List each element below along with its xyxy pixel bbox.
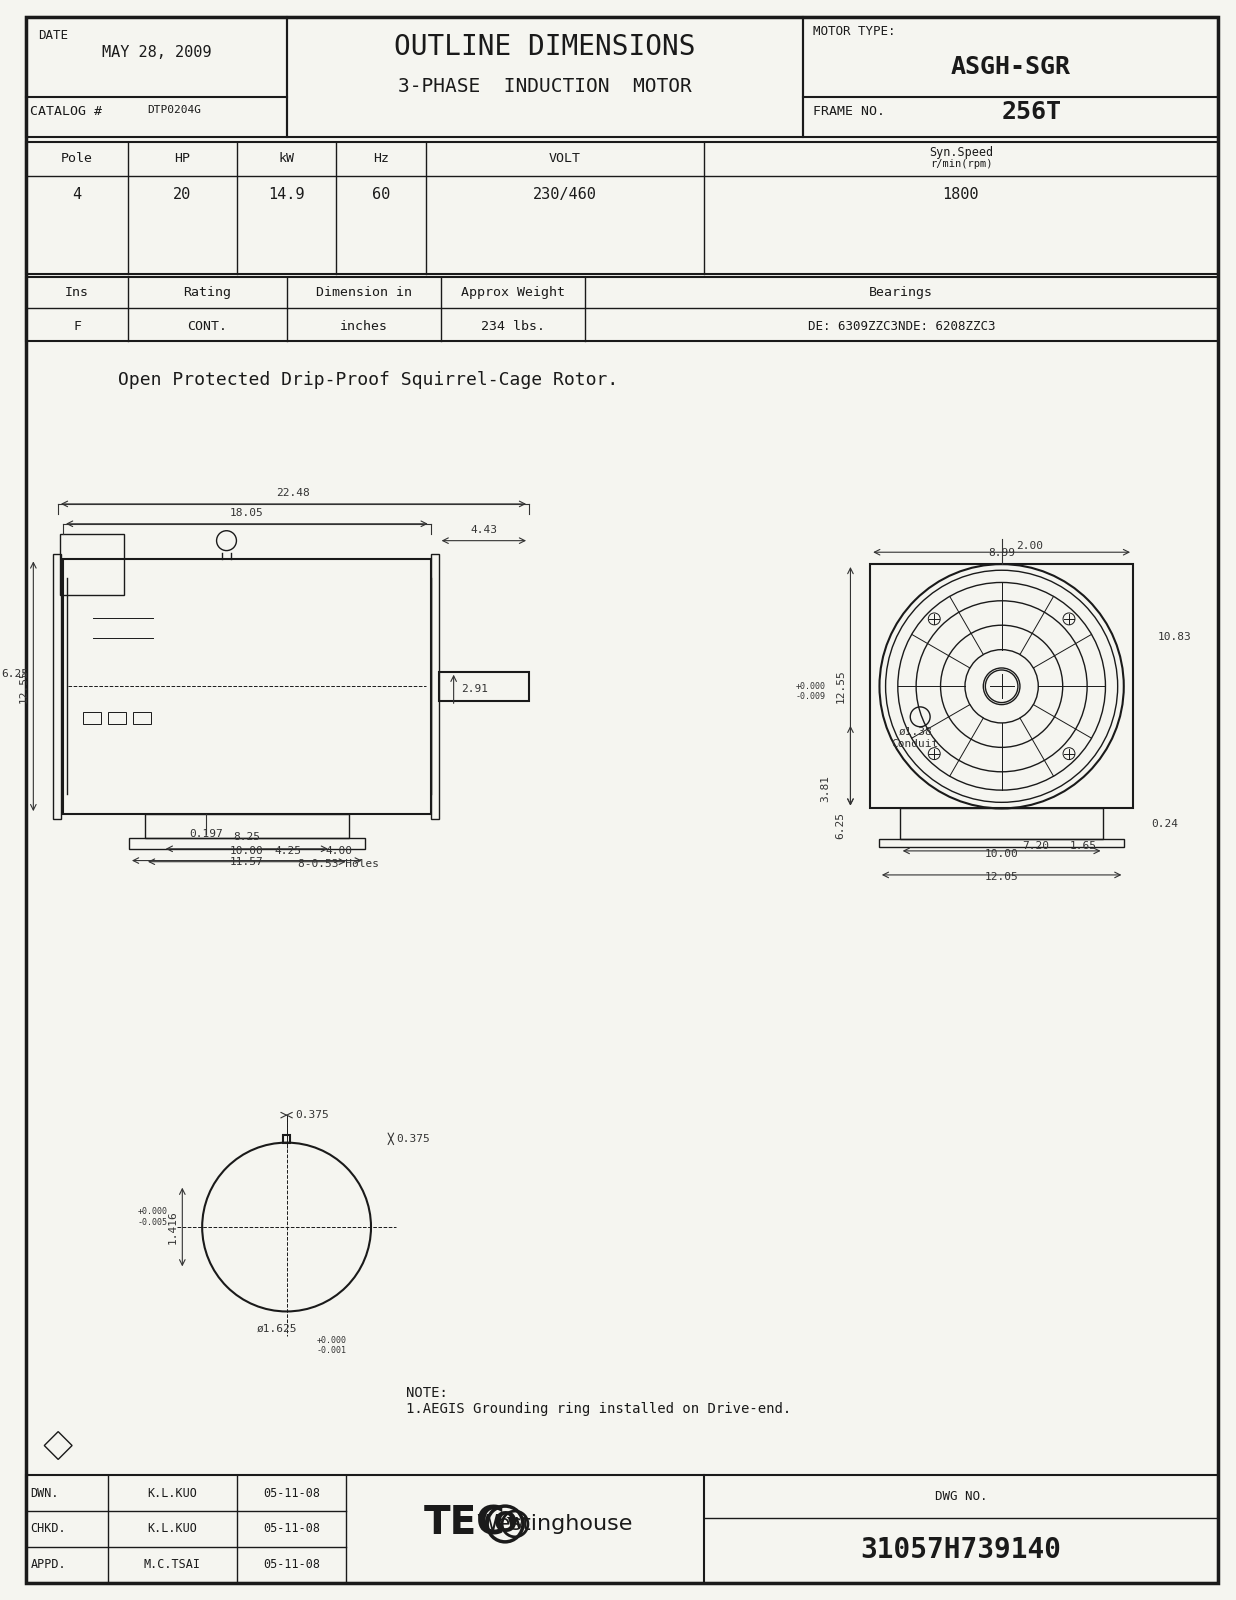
Text: 1.65: 1.65 [1069,842,1096,851]
Text: VOLT: VOLT [549,152,581,165]
Text: 8-0.53 Holes: 8-0.53 Holes [298,859,379,869]
Text: 20: 20 [173,187,192,202]
Text: 3.81: 3.81 [821,776,831,802]
Text: 0.24: 0.24 [1151,819,1178,829]
Text: 6.25: 6.25 [836,813,845,838]
Text: 11.57: 11.57 [230,856,263,867]
Text: 12.55: 12.55 [836,669,845,702]
Text: 2.00: 2.00 [1016,541,1043,552]
Text: ASGH-SGR: ASGH-SGR [950,54,1070,78]
Text: Open Protected Drip-Proof Squirrel-Cage Rotor.: Open Protected Drip-Proof Squirrel-Cage … [117,371,618,389]
Text: Dimension in: Dimension in [315,286,412,299]
Text: Syn.Speed: Syn.Speed [928,146,993,158]
Text: ø1.625: ø1.625 [256,1323,297,1333]
Text: 14.9: 14.9 [268,187,305,202]
Text: 12.55: 12.55 [19,669,28,702]
Text: Bearings: Bearings [869,286,933,299]
Text: W: W [507,1517,524,1531]
Text: 10.00: 10.00 [985,850,1018,859]
Text: 4.43: 4.43 [471,525,497,534]
Text: 230/460: 230/460 [533,187,597,202]
Text: 1.416: 1.416 [167,1210,177,1243]
Text: 1800: 1800 [943,187,979,202]
Text: O: O [493,1510,517,1538]
Text: 0.375: 0.375 [396,1134,430,1144]
Text: CATALOG #: CATALOG # [31,106,103,118]
Text: HP: HP [174,152,190,165]
Text: 22.48: 22.48 [277,488,310,498]
Text: K.L.KUO: K.L.KUO [147,1486,198,1499]
Text: +0.000
-0.009: +0.000 -0.009 [796,682,826,701]
Text: Conduit: Conduit [891,739,939,749]
Text: DE: 6309ZZC3NDE: 6208ZZC3: DE: 6309ZZC3NDE: 6208ZZC3 [807,320,995,333]
Text: 4.00: 4.00 [325,846,352,856]
Text: 234 lbs.: 234 lbs. [481,320,545,333]
Text: 3-PHASE  INDUCTION  MOTOR: 3-PHASE INDUCTION MOTOR [398,77,692,96]
Text: 60: 60 [372,187,391,202]
Text: K.L.KUO: K.L.KUO [147,1523,198,1536]
Text: DATE: DATE [38,29,68,42]
Text: 10.00: 10.00 [230,846,263,856]
Text: MAY 28, 2009: MAY 28, 2009 [101,45,211,59]
Text: DWN.: DWN. [31,1486,59,1499]
Text: 05-11-08: 05-11-08 [263,1486,320,1499]
Text: 18.05: 18.05 [230,507,263,518]
Text: inches: inches [340,320,388,333]
Text: Pole: Pole [61,152,93,165]
Text: 7.20: 7.20 [1022,842,1049,851]
Text: FRAME NO.: FRAME NO. [813,106,885,118]
Text: 10.83: 10.83 [1158,632,1192,643]
Text: Westinghouse: Westinghouse [477,1514,633,1534]
Text: Rating: Rating [183,286,231,299]
Text: APPD.: APPD. [31,1558,66,1571]
Text: TEC: TEC [423,1506,506,1542]
Text: 0.375: 0.375 [295,1110,329,1120]
Text: DTP0204G: DTP0204G [147,106,201,115]
Text: +0.000
-0.005: +0.000 -0.005 [137,1208,168,1227]
Text: DWG NO.: DWG NO. [934,1490,988,1504]
Text: M.C.TSAI: M.C.TSAI [143,1558,201,1571]
Text: 05-11-08: 05-11-08 [263,1523,320,1536]
Text: kW: kW [278,152,294,165]
Text: 8.99: 8.99 [988,549,1015,558]
Text: CHKD.: CHKD. [31,1523,66,1536]
Text: ø1.38: ø1.38 [899,726,932,736]
Text: 12.05: 12.05 [985,872,1018,882]
Text: MOTOR TYPE:: MOTOR TYPE: [813,26,895,38]
Text: NOTE:
1.AEGIS Grounding ring installed on Drive-end.: NOTE: 1.AEGIS Grounding ring installed o… [405,1386,791,1416]
Text: Approx Weight: Approx Weight [461,286,565,299]
Text: F: F [73,320,82,333]
Text: 0.197: 0.197 [189,829,222,838]
Text: Ins: Ins [66,286,89,299]
Text: 4.25: 4.25 [274,846,302,856]
Text: 31057H739140: 31057H739140 [860,1536,1062,1565]
Text: 4: 4 [73,187,82,202]
Text: 05-11-08: 05-11-08 [263,1558,320,1571]
Text: 256T: 256T [1001,99,1062,123]
Text: 6.25: 6.25 [1,669,28,678]
Text: 8.25: 8.25 [234,832,261,842]
Text: 2.91: 2.91 [461,685,488,694]
Text: r/min(rpm): r/min(rpm) [929,160,993,170]
Text: CONT.: CONT. [187,320,227,333]
Text: OUTLINE DIMENSIONS: OUTLINE DIMENSIONS [394,34,696,61]
Text: Hz: Hz [373,152,389,165]
Text: +0.000
-0.001: +0.000 -0.001 [316,1336,346,1355]
